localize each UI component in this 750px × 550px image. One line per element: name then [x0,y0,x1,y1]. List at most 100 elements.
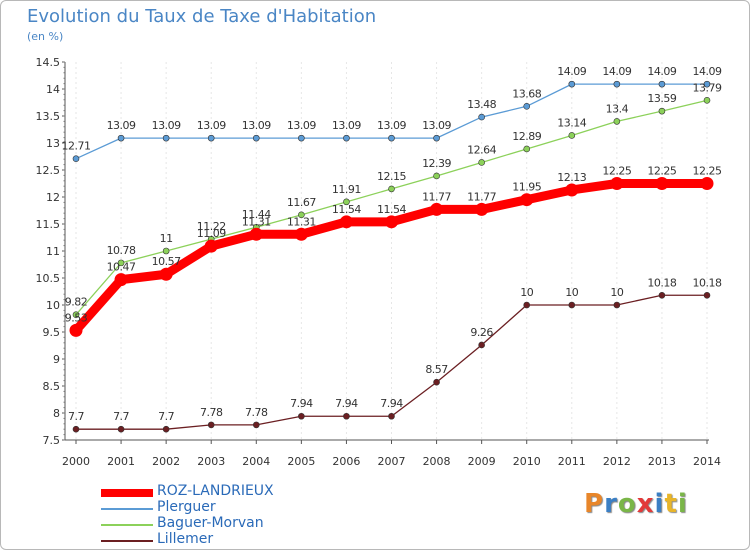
data-label: 13.09 [332,119,361,132]
data-point [207,134,215,142]
data-point [433,378,440,386]
data-point [430,202,444,216]
data-point [568,132,576,139]
legend-swatch [101,540,153,542]
y-tick-label: 12.5 [36,164,61,177]
data-point [565,183,579,197]
data-point [252,421,260,429]
data-label: 11.95 [512,181,541,194]
data-label: 14.09 [647,65,676,78]
data-label: 10 [565,286,578,299]
data-label: 12.64 [467,143,496,156]
x-tick-label: 2003 [197,455,225,468]
data-point [478,159,485,166]
x-tick-label: 2011 [558,455,586,468]
legend-label: Plerguer [157,499,216,515]
data-label: 7.94 [335,397,358,410]
y-tick-label: 10 [46,299,60,312]
data-point [72,155,80,162]
data-label: 11.54 [377,203,406,216]
data-label: 11.77 [422,190,451,203]
data-label: 9.53 [65,311,88,324]
data-point [610,177,624,190]
data-label: 10.47 [107,261,136,274]
data-label: 7.7 [158,410,174,423]
x-tick-label: 2010 [513,455,541,468]
y-tick-label: 9 [53,353,60,366]
data-point [478,341,485,349]
data-point [162,425,170,433]
y-tick-label: 9.5 [43,326,61,339]
data-label: 11.31 [287,215,316,228]
data-point [655,177,669,190]
data-label: 13.09 [377,119,406,132]
legend-label: ROZ-LANDRIEUX [157,483,274,499]
data-label: 8.57 [425,363,448,376]
data-point [117,425,125,433]
data-point [298,412,305,420]
data-label: 14.09 [602,65,631,78]
data-label: 13.4 [606,102,629,115]
data-point [339,215,353,229]
data-label: 13.14 [557,116,586,129]
y-tick-label: 8.5 [43,380,61,393]
logo-letter: i [654,489,665,519]
data-point [343,412,350,420]
y-tick-label: 8 [53,407,60,420]
data-point [72,425,80,433]
data-point [298,211,305,219]
data-point [343,198,350,206]
data-label: 13.09 [107,119,136,132]
data-label: 7.7 [68,410,84,423]
x-tick-label: 2002 [152,455,180,468]
data-point [613,80,621,88]
plot-area [65,62,709,440]
data-label: 12.15 [377,170,406,183]
logo-letter: t [664,489,678,519]
legend-label: Lillemer [157,531,214,547]
chart-title: Evolution du Taux de Taxe d'Habitation [27,6,377,27]
data-label: 14.09 [557,65,586,78]
data-label: 12.25 [647,165,676,178]
data-point [162,247,170,255]
logo-letter: i [677,489,688,519]
data-label: 9.82 [65,296,88,309]
data-point [475,202,489,216]
data-point [658,107,666,115]
data-point [294,227,308,241]
data-point [520,193,534,207]
data-label: 7.94 [380,397,403,410]
data-label: 12.39 [422,157,451,170]
data-point [703,97,711,104]
data-point [72,311,80,319]
data-point [703,291,711,299]
data-point [204,239,218,253]
data-label: 13.59 [647,92,676,105]
x-tick-label: 2009 [468,455,496,468]
y-tick-label: 7.5 [43,434,61,447]
data-label: 11.77 [467,190,496,203]
data-point [433,134,440,142]
data-point [703,80,711,88]
data-label: 13.09 [197,119,226,132]
data-point [114,273,128,287]
data-label: 7.7 [113,410,129,423]
x-tick-label: 2013 [648,455,676,468]
data-label: 13.79 [693,81,722,94]
y-tick-label: 10.5 [36,272,61,285]
data-point [117,134,125,142]
data-point [658,291,666,299]
data-label: 12.25 [693,165,722,178]
x-tick-label: 2000 [62,455,90,468]
data-point [700,177,714,190]
legend-swatch [101,508,153,510]
data-label: 13.09 [152,119,181,132]
data-label: 12.13 [557,171,586,184]
y-tick-label: 14 [46,83,60,96]
x-tick-label: 2007 [378,455,406,468]
data-point [298,134,305,142]
data-label: 11.54 [332,203,361,216]
data-label: 13.09 [287,119,316,132]
data-label: 13.48 [467,98,496,111]
y-tick-label: 13 [46,137,60,150]
